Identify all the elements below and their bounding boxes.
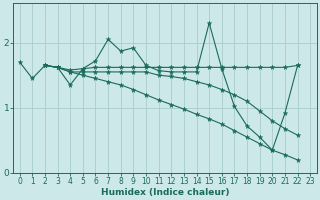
X-axis label: Humidex (Indice chaleur): Humidex (Indice chaleur) [101,188,229,197]
